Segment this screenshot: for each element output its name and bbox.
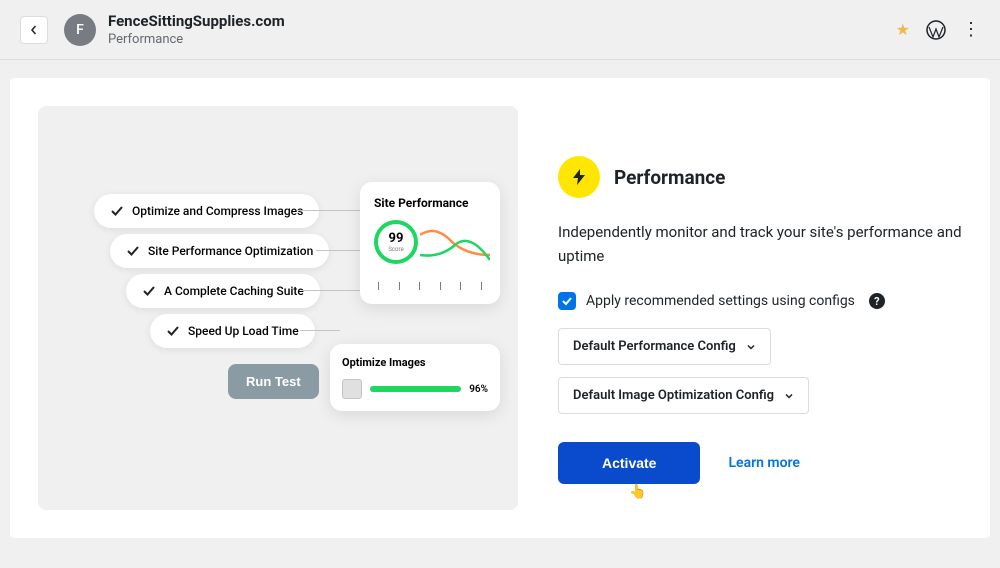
feature-title: Performance — [614, 166, 725, 189]
feature-description: Independently monitor and track your sit… — [558, 220, 962, 268]
site-name: FenceSittingSupplies.com — [108, 12, 896, 30]
feature-header: Performance — [558, 156, 962, 198]
progress-percent: 96% — [469, 384, 488, 395]
header-actions: ★ ⋮ — [896, 19, 980, 40]
pill-label: Optimize and Compress Images — [132, 204, 303, 218]
back-button[interactable] — [20, 16, 48, 44]
check-icon — [126, 244, 140, 258]
apply-settings-row: Apply recommended settings using configs… — [558, 292, 962, 310]
dropdown-label: Default Image Optimization Config — [573, 388, 774, 403]
wordpress-icon[interactable] — [926, 20, 946, 40]
widget-title: Optimize Images — [342, 356, 488, 369]
pill-label: A Complete Caching Suite — [164, 284, 304, 298]
site-info: FenceSittingSupplies.com Performance — [108, 12, 896, 47]
feature-pill: Site Performance Optimization — [110, 234, 329, 268]
help-icon[interactable]: ? — [869, 293, 885, 309]
feature-pill: Optimize and Compress Images — [94, 194, 319, 228]
site-performance-widget: Site Performance 99 Score — [360, 182, 500, 304]
check-icon — [110, 204, 124, 218]
optimize-images-widget: Optimize Images 96% — [330, 344, 500, 411]
score-gauge: 99 Score — [374, 220, 418, 264]
chevron-left-icon — [29, 25, 39, 35]
performance-icon — [558, 156, 600, 198]
check-icon — [142, 284, 156, 298]
activate-button[interactable]: Activate 👆 — [558, 442, 700, 484]
widget-title: Site Performance — [374, 196, 486, 210]
check-icon — [561, 295, 573, 307]
connector-line — [300, 330, 340, 331]
bolt-icon — [569, 167, 589, 187]
feature-card: Optimize and Compress Images Site Perfor… — [10, 78, 990, 538]
dropdown-label: Default Performance Config — [573, 339, 736, 354]
connector-line — [302, 290, 360, 291]
button-label: Activate — [602, 455, 656, 471]
feature-pill: Speed Up Load Time — [150, 314, 315, 348]
illustration-panel: Optimize and Compress Images Site Perfor… — [38, 106, 518, 510]
score-label: Score — [388, 246, 403, 253]
cursor-icon: 👆 — [629, 483, 646, 500]
pill-label: Speed Up Load Time — [188, 324, 299, 338]
apply-settings-checkbox[interactable] — [558, 292, 576, 310]
connector-line — [298, 210, 360, 211]
run-test-button: Run Test — [228, 364, 319, 399]
chevron-down-icon — [746, 342, 756, 352]
star-icon[interactable]: ★ — [896, 20, 910, 39]
connector-line — [316, 250, 360, 251]
learn-more-link[interactable]: Learn more — [728, 455, 799, 471]
pill-label: Site Performance Optimization — [148, 244, 313, 258]
more-menu-icon[interactable]: ⋮ — [962, 19, 980, 40]
checkbox-label: Apply recommended settings using configs — [586, 293, 855, 309]
image-config-dropdown[interactable]: Default Image Optimization Config — [558, 377, 809, 414]
action-row: Activate 👆 Learn more — [558, 442, 962, 484]
page-header: F FenceSittingSupplies.com Performance ★… — [0, 0, 1000, 60]
feature-content: Performance Independently monitor and tr… — [558, 106, 962, 510]
thumbnail-icon — [342, 379, 362, 399]
feature-pill: A Complete Caching Suite — [126, 274, 320, 308]
score-value: 99 — [389, 231, 404, 246]
breadcrumb: Performance — [108, 32, 896, 47]
performance-config-dropdown[interactable]: Default Performance Config — [558, 328, 771, 365]
axis-ticks — [374, 282, 486, 290]
chevron-down-icon — [784, 391, 794, 401]
progress-bar — [370, 386, 461, 392]
check-icon — [166, 324, 180, 338]
site-avatar: F — [64, 14, 96, 46]
sparkline — [420, 220, 490, 270]
